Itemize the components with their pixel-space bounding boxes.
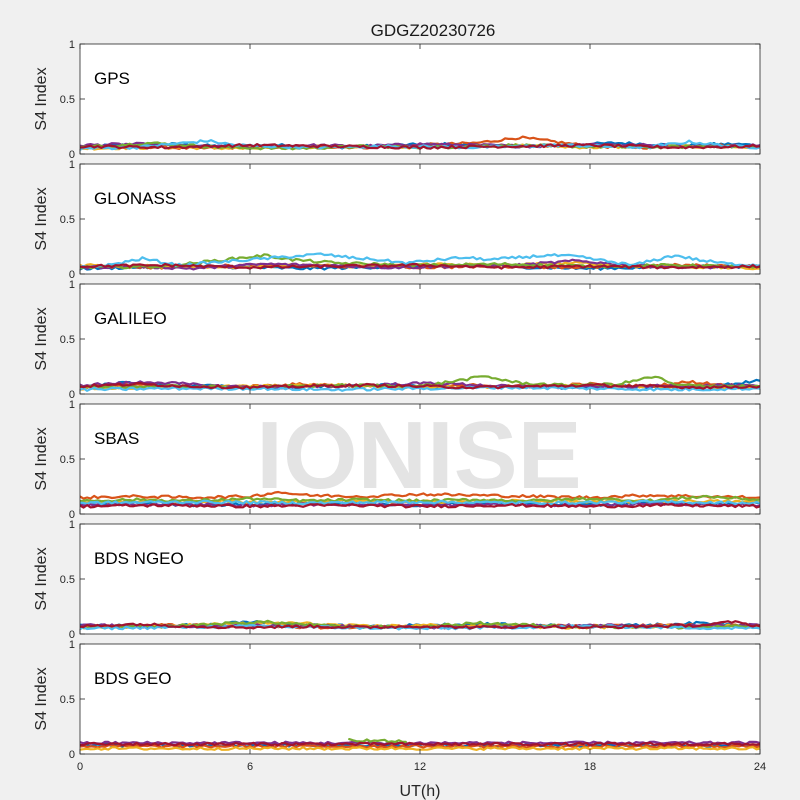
series-line <box>80 499 760 506</box>
y-tick-label: 0.5 <box>60 94 75 106</box>
panel-gps: 0 0.5 1 GPS S4 Index <box>33 39 761 161</box>
panel-series <box>80 252 760 271</box>
y-tick-label: 1 <box>69 159 75 171</box>
chart-title: GDGZ20230726 <box>371 21 496 40</box>
panel-label: GPS <box>94 69 130 88</box>
x-axis-label: UT(h) <box>400 783 441 800</box>
series-line <box>80 741 760 747</box>
y-tick-label: 1 <box>69 399 75 411</box>
panel-series <box>80 619 760 631</box>
series-line <box>80 143 760 150</box>
panel-series <box>80 135 760 151</box>
y-tick-label: 0.5 <box>60 454 75 466</box>
y-tick-label: 0 <box>69 509 75 521</box>
panels-group: 0 0.5 1 GPS S4 Index 0 0.5 1 GLONASS S4 Index 0 0.5… <box>33 39 761 761</box>
y-axis-label: S4 Index <box>33 307 50 370</box>
panel-plot-area <box>80 644 760 754</box>
series-line <box>80 258 760 271</box>
y-axis-label: S4 Index <box>33 547 50 610</box>
y-tick-label: 0 <box>69 629 75 641</box>
y-axis-label: S4 Index <box>33 187 50 250</box>
y-tick-label: 0.5 <box>60 694 75 706</box>
series-line <box>80 262 760 270</box>
watermark: IONISE <box>256 402 581 509</box>
series-line <box>80 253 760 270</box>
y-tick-label: 0.5 <box>60 334 75 346</box>
panel-plot-area <box>80 284 760 394</box>
x-axis: 0 6 12 18 24 <box>77 761 766 773</box>
series-line <box>80 385 760 392</box>
y-tick-label: 0.5 <box>60 574 75 586</box>
y-tick-label: 1 <box>69 519 75 531</box>
y-axis-label: S4 Index <box>33 67 50 130</box>
y-axis-label: S4 Index <box>33 427 50 490</box>
y-tick-label: 1 <box>69 279 75 291</box>
panel-plot-area <box>80 44 760 154</box>
series-line <box>80 382 760 390</box>
y-tick-label: 1 <box>69 639 75 651</box>
panel-bds-ngeo: 0 0.5 1 BDS NGEO S4 Index <box>33 519 761 641</box>
y-tick-label: 0 <box>69 389 75 401</box>
x-tick-label: 0 <box>77 761 83 773</box>
y-axis-label: S4 Index <box>33 667 50 730</box>
panel-series <box>80 490 760 509</box>
panel-galileo: 0 0.5 1 GALILEO S4 Index <box>33 279 761 401</box>
y-tick-label: 0 <box>69 149 75 161</box>
series-line <box>80 490 760 500</box>
x-tick-label: 6 <box>247 761 253 773</box>
y-tick-label: 0 <box>69 269 75 281</box>
panel-plot-area <box>80 164 760 274</box>
x-tick-label: 18 <box>584 761 596 773</box>
y-tick-label: 0 <box>69 749 75 761</box>
series-line <box>348 737 407 744</box>
panel-bds-geo: 0 0.5 1 BDS GEO S4 Index <box>33 639 761 761</box>
panel-plot-area <box>80 524 760 634</box>
panel-series <box>80 737 760 752</box>
panel-glonass: 0 0.5 1 GLONASS S4 Index <box>33 159 761 281</box>
panel-label: GLONASS <box>94 189 176 208</box>
panel-label: GALILEO <box>94 309 167 328</box>
y-tick-label: 0.5 <box>60 214 75 226</box>
panel-series <box>80 375 760 392</box>
x-tick-label: 12 <box>414 761 426 773</box>
x-tick-label: 24 <box>754 761 766 773</box>
panel-label: BDS NGEO <box>94 549 184 568</box>
panel-label: SBAS <box>94 429 139 448</box>
panel-sbas: 0 0.5 1 SBAS S4 Index <box>33 399 761 521</box>
panel-label: BDS GEO <box>94 669 171 688</box>
y-tick-label: 1 <box>69 39 75 51</box>
series-line <box>80 620 760 630</box>
series-line <box>80 502 760 509</box>
